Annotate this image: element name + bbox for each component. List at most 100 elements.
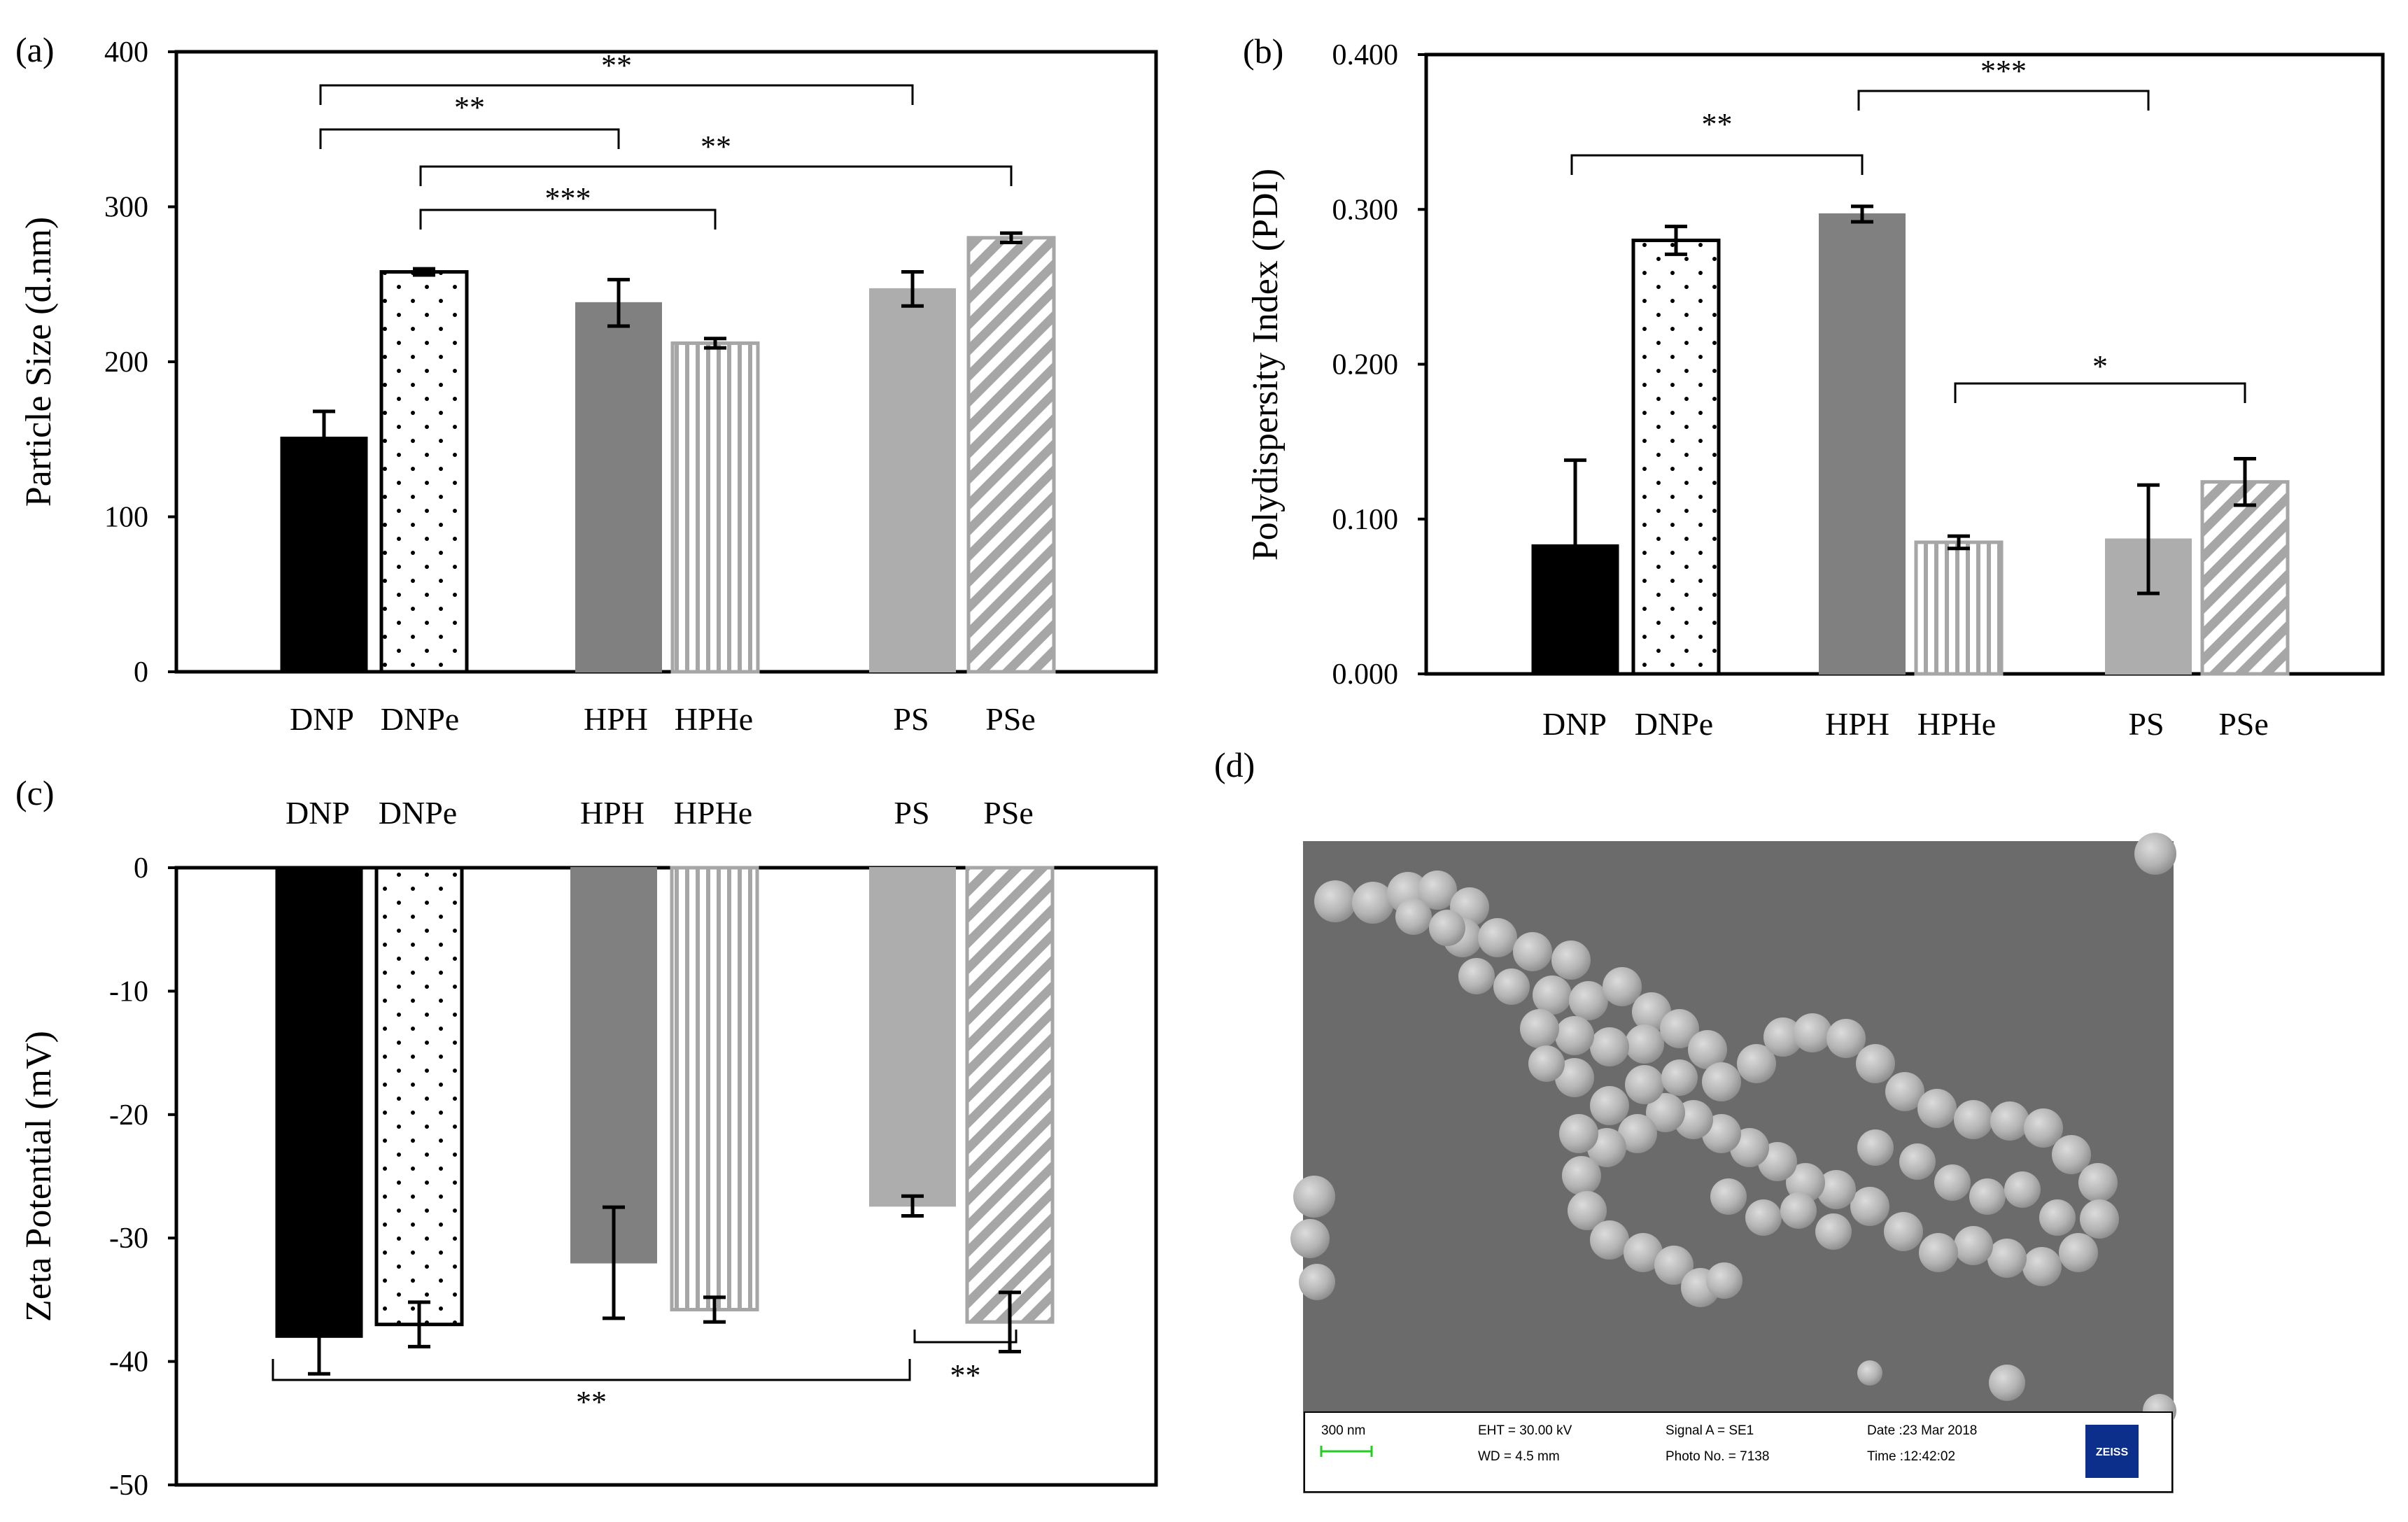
sem-wd: WD = 4.5 mm [1478,1449,1560,1464]
sem-particle [1478,918,1517,957]
sem-particle [1624,1233,1663,1272]
sem-particle [2004,1171,2041,1208]
panel-label: (b) [1243,31,1283,71]
bar-hph [575,302,662,672]
sem-particle [1710,1178,1747,1215]
sem-signal: Signal A = SE1 [1666,1423,1754,1438]
bar-ps [869,288,956,672]
sem-particle [1569,981,1608,1020]
pdi-chart: (b) 0.000 0.100 0.200 0.300 0.400 Polydispersi… [1243,31,2385,742]
sem-particle [2080,1199,2119,1239]
sem-photo-no: Photo No. = 7138 [1666,1449,1769,1464]
bar-pse [966,236,1056,674]
x-category-label: PSe [2218,706,2269,742]
significance-bracket [1954,382,2246,403]
sem-particle [2134,833,2176,875]
y-tick-label: -20 [109,1099,148,1132]
y-tick-label: 0.400 [1332,39,1399,71]
bar-pse [2200,480,2290,676]
sem-particle [1884,1212,1923,1251]
x-category-label: HPHe [675,701,753,737]
x-category-label: HPHe [1917,706,1996,742]
y-tick-label: -10 [109,975,148,1008]
sem-date: Date :23 Mar 2018 [1867,1423,1977,1438]
significance-label: ** [454,90,485,125]
x-category-label: PS [893,701,929,737]
significance-label: ** [950,1358,981,1393]
sem-particle [1395,899,1432,935]
sem-particle [1745,1199,1782,1236]
bar-dnpe [1631,239,1721,676]
sem-particle [1559,1114,1598,1153]
y-axis-label: Particle Size (d.nm) [19,217,59,507]
bar-dnp [280,437,368,673]
sem-particle [1562,1156,1601,1195]
sem-particle [2024,1108,2063,1148]
sem-particle [1987,1239,2027,1278]
sem-particle [1603,967,1642,1006]
sem-particle [1934,1164,1971,1201]
panel-label: (c) [15,773,55,812]
y-tick-label: -50 [109,1470,148,1502]
significance-bracket [1857,90,2150,111]
significance-label: ** [601,48,632,83]
significance-bracket [1570,154,1864,175]
sem-particle [1654,1246,1694,1285]
sem-particle [2052,1135,2091,1174]
y-tick-label: 200 [104,346,148,379]
sem-particle [1533,975,1572,1015]
significance-bracket [419,165,1013,186]
sem-particle [1625,1065,1664,1104]
sem-particle [1493,968,1530,1005]
sem-particle [1763,1017,1803,1057]
significance-bracket [319,84,914,105]
sem-particle [1590,1220,1629,1260]
sem-particle [1555,1058,1594,1097]
zeiss-logo [2085,1425,2139,1478]
panel-label: (a) [15,30,55,69]
panel-label-d: (d) [1214,745,1255,784]
bar-dnp [275,866,363,1338]
y-tick-label: 0.200 [1332,349,1399,381]
sem-particle [1817,1170,1856,1209]
significance-bracket [419,209,717,230]
x-category-label: DNPe [1635,706,1713,742]
x-category-label: DNP [290,701,354,737]
x-category-label: DNPe [381,701,459,737]
significance-label: ** [1702,107,1733,141]
sem-particle [1528,1045,1565,1082]
sem-particle [1917,1089,1957,1128]
sem-particle [1780,1192,1817,1229]
significance-label: *** [1980,54,2027,88]
sem-particle [1919,1233,1958,1272]
significance-label: * [2092,349,2108,383]
sem-particle [1954,1226,1993,1265]
significance-label: ** [700,129,731,164]
zeta-potential-chart: (c) 0 -10 -20 -30 -40 -50 Zeta Potential (mV) DN… [15,773,1158,1502]
particle-size-chart: (a) 0 100 200 300 400 Particle Size (d.nm) DNP D… [15,30,1158,737]
x-category-label: HPH [584,701,648,737]
y-axis-label: Polydispersity Index (PDI) [1246,169,1286,561]
sem-micrograph-panel: (d) 300 nm EHT = 30.00 kV WD = 4.5 mm Si… [1214,745,2176,1493]
sem-particle [1857,1360,1882,1386]
sem-particle [1293,1176,1335,1218]
y-tick-label: 0.100 [1332,504,1399,536]
sem-particle [1706,1262,1742,1299]
sem-particle [1793,1013,1832,1052]
sem-particle [1786,1163,1825,1202]
x-category-label: PS [2128,706,2164,742]
y-tick-label: -30 [109,1222,148,1255]
x-category-label: PS [894,795,929,831]
x-category-label: DNP [286,795,350,831]
sem-particle [1418,871,1457,910]
y-tick-label: 0 [134,656,148,689]
bar-pse [965,866,1055,1324]
x-category-label: DNP [1542,706,1607,742]
sem-eht: EHT = 30.00 kV [1478,1423,1572,1438]
bar-hphe [670,341,760,674]
y-axis-label: Zeta Potential (mV) [19,1031,59,1322]
y-tick-label: 300 [104,192,148,224]
significance-label: *** [545,181,591,216]
sem-particle [1290,1219,1330,1258]
